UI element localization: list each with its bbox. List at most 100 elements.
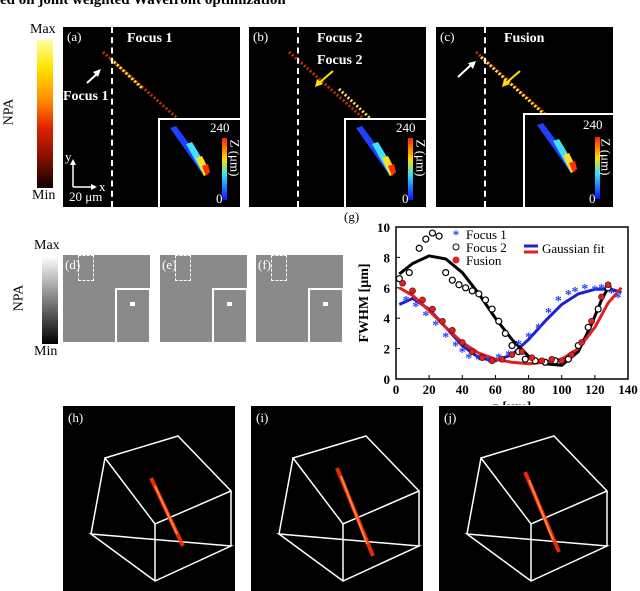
figure-header: ed on joint weighted Wavefront optimizat…: [0, 0, 286, 8]
focus1-point: *: [608, 286, 615, 301]
panel-c-id: (c): [440, 29, 455, 44]
panel-d: (d): [63, 255, 150, 342]
focus2-point: [584, 323, 592, 331]
fusion-point: [449, 327, 456, 334]
focus1-point: *: [459, 346, 466, 361]
x-axis-label: z [μm]: [493, 400, 532, 405]
colorbar-bottom-label: NPA: [11, 284, 27, 312]
panel-b-inset: 240 0 Z (μm): [344, 118, 426, 207]
fit-line: [398, 286, 623, 366]
focus2-point: [488, 305, 496, 313]
legend-focus2-label: Focus 2: [466, 240, 507, 255]
focus2-point: [415, 244, 423, 252]
legend-fit-label: Gaussian fit: [542, 241, 605, 256]
colorbar-bottom-min: Min: [34, 344, 58, 359]
fusion-point: [399, 279, 406, 287]
y-tick-label: 6: [384, 281, 391, 296]
panel-d-id: (d): [65, 257, 81, 272]
x-tick-label: 60: [489, 382, 502, 397]
panel-h-id: (h): [68, 410, 84, 425]
y-tick-label: 2: [384, 342, 391, 357]
colorbar-top-label: NPA: [1, 98, 17, 126]
panel-f-id: (f): [258, 257, 271, 272]
x-tick-label: 120: [585, 382, 605, 397]
panel-b-inset-label: Z (μm): [413, 140, 426, 177]
fusion-point: [508, 351, 516, 358]
panel-a-inset: 240 0 Z (μm): [158, 118, 240, 207]
focus2-point: [442, 268, 450, 277]
panel-b-title: Focus 2: [317, 31, 363, 46]
focus1-point: *: [475, 353, 482, 368]
legend-fusion-label: Fusion: [466, 253, 502, 268]
panel-a-divider: [111, 27, 113, 207]
focus2-point: [435, 232, 443, 240]
focus2-point: [521, 355, 529, 363]
focus1-point: *: [495, 352, 502, 367]
legend-focus1-label: Focus 1: [466, 227, 507, 242]
colorbar-top-min: Min: [32, 188, 56, 203]
panel-e: (e): [160, 255, 247, 342]
y-axis-label: FWHM [μm]: [357, 263, 372, 342]
axis-x-label: x: [99, 179, 106, 194]
y-tick-label: 10: [377, 220, 390, 235]
focus1-point: *: [598, 282, 605, 297]
focus2-point: [448, 276, 456, 284]
colorbar-bottom: [42, 256, 58, 344]
x-tick-label: 100: [552, 382, 572, 397]
panel-c: (c) Fusion 240 0 Z (μm): [436, 27, 613, 207]
panel-a: (a) Focus 1 Focus 1 240 0 Z (μm) y x 20 …: [63, 27, 240, 207]
focus1-point: *: [422, 309, 429, 324]
focus2-point: [422, 235, 430, 243]
panel-a-title: Focus 1: [127, 31, 173, 46]
focus1-point: *: [565, 288, 572, 303]
scale-bar-label: 20 μm: [69, 189, 103, 204]
fusion-point: [419, 296, 426, 304]
panel-a-inset-label: Z (μm): [227, 140, 240, 177]
y-tick-label: 4: [384, 311, 391, 326]
arrow-focus2-icon: [505, 70, 521, 84]
fusion-point: [429, 305, 436, 313]
fusion-point: [498, 355, 506, 363]
panel-b-divider: [297, 27, 299, 207]
focus1-point: *: [432, 318, 439, 333]
focus1-point: *: [402, 294, 409, 309]
fusion-point: [409, 287, 416, 295]
focus1-point: *: [485, 355, 492, 370]
focus1-point: *: [525, 330, 532, 345]
focus2-point: [481, 296, 490, 304]
colorbar-bottom-max: Max: [34, 238, 60, 253]
focus2-point: [594, 305, 602, 313]
focus2-point: [455, 281, 463, 289]
panel-c-inset: 240 0 Z (μm): [523, 113, 613, 207]
fit-line: [398, 254, 610, 367]
x-tick-label: 80: [522, 382, 535, 397]
x-tick-label: 140: [618, 382, 638, 397]
x-tick-label: 40: [456, 382, 469, 397]
panel-a-inset-top: 240: [210, 120, 230, 135]
axis-y-label: y: [65, 149, 72, 164]
panel-b-inset-top: 240: [396, 120, 416, 135]
focus2-point: [495, 317, 503, 325]
fusion-point: [588, 317, 595, 325]
arrow-focus1-icon: [457, 63, 473, 78]
y-tick-label: 8: [384, 250, 391, 265]
focus1-point: *: [412, 300, 419, 315]
panel-i-id: (i): [256, 410, 269, 425]
focus1-point: *: [465, 352, 472, 367]
focus2-point: [508, 341, 516, 350]
fusion-point: [598, 293, 605, 301]
panel-f-inset: [308, 288, 343, 342]
panel-h: (h): [63, 406, 235, 591]
focus2-point: [564, 355, 572, 363]
fusion-point: [439, 317, 446, 325]
panel-f: (f): [256, 255, 343, 342]
panel-j-id: (j): [444, 410, 457, 425]
panel-c-divider: [484, 27, 486, 207]
focus1-point: *: [452, 340, 459, 355]
focus2-point: [395, 275, 403, 283]
fusion-point: [558, 357, 566, 365]
focus1-point: *: [571, 285, 578, 300]
legend-focus2-marker: [452, 243, 460, 251]
arrow-focus2-icon: [318, 70, 334, 84]
panel-a-inset-bottom: 0: [216, 191, 223, 206]
